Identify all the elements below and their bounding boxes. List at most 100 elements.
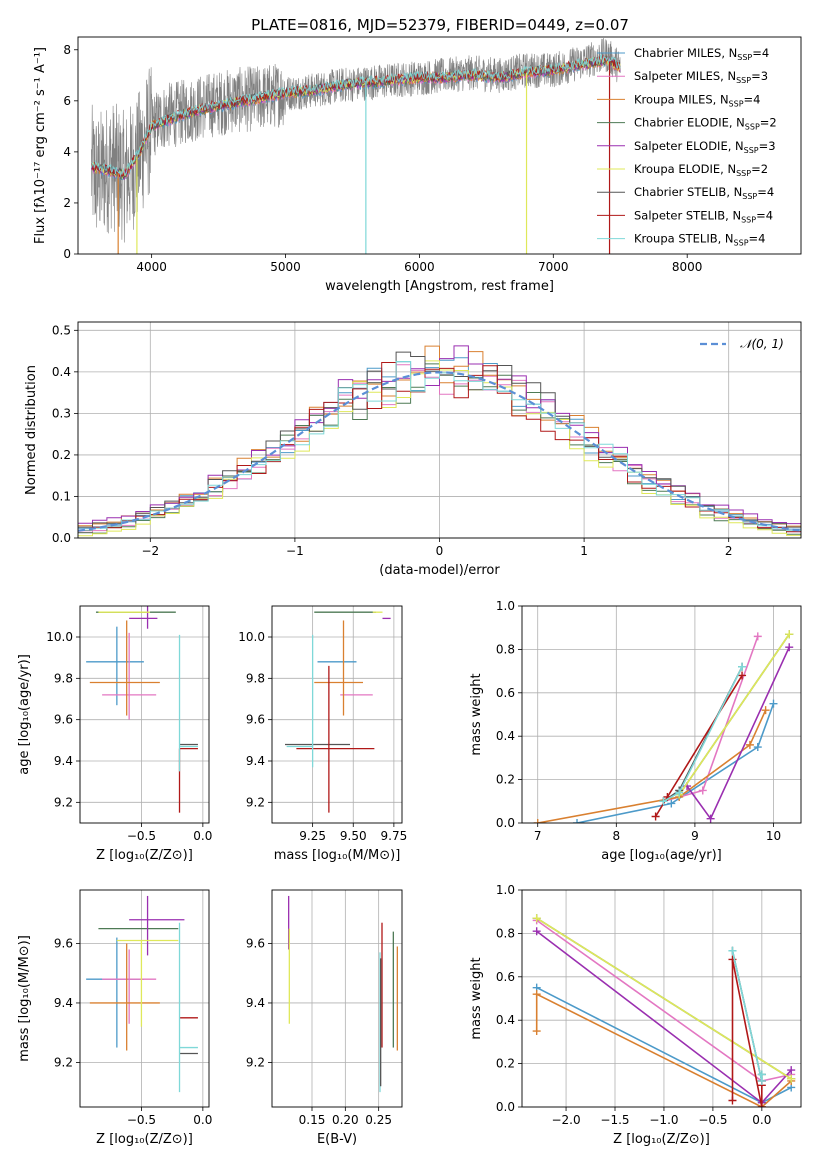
x-axis-label: E(B-V) (317, 1132, 357, 1147)
x-tick-label: 10 (766, 829, 781, 843)
y-axis-label: Normed distribution (24, 365, 39, 495)
y-tick-label: 1.0 (496, 883, 515, 897)
y-axis-label: mass weight (469, 957, 484, 1039)
y-tick-label: 0.5 (52, 323, 71, 337)
y-tick-label: 9.4 (246, 754, 265, 768)
y-tick-label: 9.6 (54, 937, 73, 951)
y-tick-label: 0.2 (496, 1057, 515, 1071)
axes-frame (79, 889, 210, 1108)
y-tick-label: 0.2 (496, 773, 515, 787)
weight-line-chabrier-miles (576, 703, 775, 823)
spectrum-legend: Chabrier MILES, NSSP=4 Salpeter MILES, NS… (597, 46, 777, 248)
weight-marker (785, 643, 794, 652)
y-tick-label: 1.0 (496, 599, 515, 613)
weight-marker (757, 1070, 766, 1079)
weight-marker (738, 662, 747, 671)
weight-line-kroupa-stelib (663, 666, 743, 802)
y-tick-label: 0.6 (496, 970, 515, 984)
legend-entry: Chabrier MILES, NSSP=4 (634, 46, 769, 62)
x-axis-label: (data-model)/error (379, 563, 500, 578)
axes-frame (77, 321, 802, 539)
legend-entry: 𝒩(0, 1) (740, 337, 784, 351)
legend-entry: Chabrier ELODIE, NSSP=2 (634, 116, 777, 132)
legend-entry: Kroupa STELIB, NSSP=4 (634, 232, 765, 248)
weight-marker (573, 819, 582, 823)
x-tick-label: 0.0 (193, 1113, 212, 1127)
weight-marker (532, 914, 541, 923)
weight-marker (533, 819, 542, 823)
weight-marker (728, 946, 737, 955)
x-axis-label: Z [log₁₀(Z/Z⊙)] (96, 1132, 193, 1147)
panel-mass_vs_Z: −0.5 0.0 9.2 9.4 9.6 Z [log₁₀(Z/Z⊙)] mass [log… (17, 889, 212, 1147)
y-tick-label: 10.0 (46, 630, 73, 644)
weight-marker (659, 797, 668, 806)
y-tick-label: 9.2 (54, 1055, 73, 1069)
weight-marker (532, 927, 541, 936)
y-tick-label: 0.0 (496, 1100, 515, 1114)
y-tick-label: 9.4 (54, 754, 73, 768)
weight-line-salpeter-stelib (654, 674, 743, 817)
y-tick-label: 0 (63, 247, 71, 261)
plot-area (285, 611, 391, 813)
x-tick-label: −0.5 (698, 1113, 727, 1127)
weight-line-salpeter-miles (663, 636, 759, 803)
weight-marker (728, 1096, 737, 1105)
plot-area (288, 895, 398, 1093)
y-tick-label: 9.6 (246, 937, 265, 951)
weight-marker (532, 1027, 541, 1036)
y-tick-label: 0.8 (496, 642, 515, 656)
grid (272, 606, 402, 823)
x-tick-label: −1 (286, 544, 304, 558)
x-tick-label: −0.5 (127, 829, 156, 843)
weight-marker (785, 630, 794, 639)
weight-marker (753, 632, 762, 641)
weight-marker (787, 1074, 796, 1083)
x-axis-label: mass [log₁₀(M/M⊙)] (274, 848, 401, 863)
x-tick-label: 8000 (672, 260, 703, 274)
panel-massweight_vs_age: 7 8 9 10 0.0 0.2 0.4 0.6 0.8 1.0 age [log₁₀(age/yr… (469, 599, 802, 863)
y-tick-label: 0.3 (52, 406, 71, 420)
y-tick-label: 0.4 (52, 365, 71, 379)
x-tick-label: 5000 (270, 260, 301, 274)
axes-frame (271, 889, 403, 1108)
x-tick-label: −1.5 (600, 1113, 629, 1127)
weight-marker (651, 812, 660, 821)
x-tick-label: −0.5 (127, 1113, 156, 1127)
axes-frame (77, 36, 802, 255)
histogram-salpeter-stelib (78, 362, 801, 533)
axes-frame (521, 889, 802, 1108)
y-tick-label: 0.4 (496, 1013, 515, 1027)
weight-marker (769, 699, 778, 708)
weight-line-kroupa-stelib (731, 950, 763, 1082)
x-tick-label: 0 (436, 544, 444, 558)
legend-entry: Salpeter MILES, NSSP=3 (634, 69, 768, 85)
y-tick-label: 9.8 (54, 671, 73, 685)
plot-area (86, 895, 198, 1093)
y-tick-label: 0.6 (496, 686, 515, 700)
x-tick-label: 4000 (136, 260, 167, 274)
x-tick-label: −1.0 (649, 1113, 678, 1127)
plot-area (90, 37, 621, 254)
x-axis-label: wavelength [Angstrom, rest frame] (325, 279, 554, 294)
axes-frame (271, 605, 403, 824)
legend-entry: Salpeter STELIB, NSSP=4 (634, 208, 773, 224)
weight-marker (667, 799, 676, 808)
grid (79, 606, 209, 823)
x-axis-label: age [log₁₀(age/yr)] (601, 848, 722, 863)
y-tick-label: 6 (63, 94, 71, 108)
legend-entry: Salpeter ELODIE, NSSP=3 (634, 139, 776, 155)
y-tick-label: 9.2 (54, 795, 73, 809)
y-axis-label: Flux [fλ10⁻¹⁷ erg cm⁻² s⁻¹ A⁻¹] (33, 47, 48, 244)
y-tick-label: 9.6 (246, 713, 265, 727)
legend-entry: Kroupa ELODIE, NSSP=2 (634, 162, 768, 178)
y-tick-label: 9.2 (246, 1055, 265, 1069)
y-tick-label: 4 (63, 145, 71, 159)
weight-line-kroupa-miles (537, 709, 767, 823)
grid (80, 890, 209, 1107)
x-tick-label: 9 (691, 829, 699, 843)
axes-frame (79, 605, 210, 824)
x-tick-label: 9.50 (340, 829, 367, 843)
weight-marker (745, 740, 754, 749)
x-tick-label: 1 (580, 544, 588, 558)
